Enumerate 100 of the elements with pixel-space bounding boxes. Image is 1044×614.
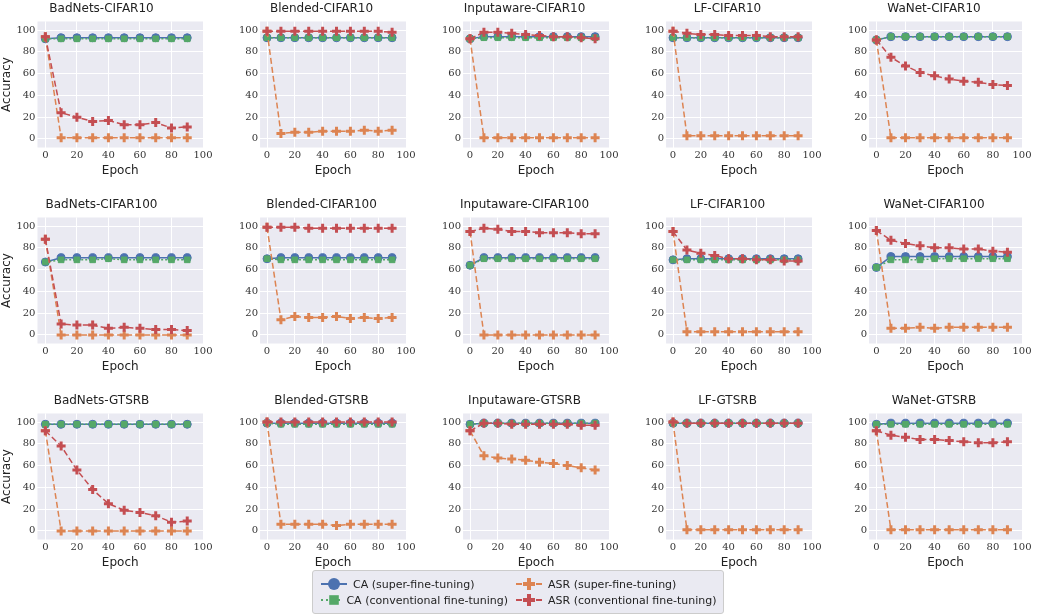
y-tick-label: 40 [22, 480, 36, 492]
y-tick-label: 40 [448, 88, 462, 100]
x-tick-label: 40 [519, 345, 532, 357]
chart-title: Blended-CIFAR10 [269, 1, 374, 16]
y-tick-label: 60 [854, 459, 868, 471]
x-tick-label: 20 [288, 345, 302, 357]
x-tick-label: 80 [574, 345, 588, 357]
y-tick-label: 60 [22, 263, 36, 275]
x-tick-label: 20 [70, 541, 84, 553]
y-tick-label: 100 [441, 219, 462, 231]
x-tick-label: 20 [694, 149, 708, 161]
x-tick-label: 60 [750, 541, 763, 553]
x-tick-label: 20 [491, 541, 505, 553]
y-axis-title: Accuracy [0, 449, 14, 504]
y-tick-label: 100 [16, 23, 36, 35]
x-tick-label: 100 [599, 149, 619, 161]
x-tick-label: 60 [133, 345, 147, 357]
y-tick-label: 40 [245, 480, 259, 492]
y-tick-label: 0 [29, 328, 36, 340]
y-tick-label: 80 [448, 241, 462, 253]
x-tick-label: 0 [466, 345, 474, 357]
y-tick-label: 60 [448, 459, 462, 471]
x-tick-label: 0 [873, 345, 880, 357]
x-tick-label: 0 [873, 149, 880, 161]
x-axis-title: Epoch [720, 554, 758, 569]
y-tick-label: 20 [448, 306, 462, 318]
x-axis-title: Epoch [101, 554, 139, 569]
x-tick-label: 100 [802, 345, 822, 357]
y-tick-label: 100 [644, 415, 665, 427]
chart-title: Inputaware-CIFAR10 [463, 1, 586, 16]
y-tick-label: 80 [448, 45, 462, 57]
x-tick-label: 20 [491, 345, 505, 357]
x-tick-label: 100 [396, 541, 416, 553]
x-tick-label: 80 [165, 149, 178, 161]
x-tick-label: 100 [193, 345, 213, 357]
x-tick-label: 80 [777, 541, 791, 553]
x-tick-label: 60 [344, 345, 357, 357]
x-tick-label: 0 [42, 149, 49, 161]
y-tick-label: 40 [448, 284, 462, 296]
x-tick-label: 80 [986, 345, 1000, 357]
x-tick-label: 80 [777, 149, 791, 161]
y-tick-label: 60 [651, 263, 665, 275]
y-tick-label: 0 [860, 132, 868, 144]
x-tick-label: 60 [750, 345, 763, 357]
y-tick-label: 60 [448, 263, 462, 275]
y-tick-label: 20 [22, 110, 36, 122]
y-tick-label: 40 [854, 88, 868, 100]
y-tick-label: 80 [448, 437, 462, 449]
y-tick-label: 40 [651, 284, 665, 296]
x-tick-label: 100 [802, 541, 822, 553]
y-tick-label: 0 [657, 132, 665, 144]
y-tick-label: 20 [245, 306, 259, 318]
y-tick-label: 60 [22, 459, 36, 471]
y-tick-label: 20 [651, 306, 665, 318]
x-tick-label: 100 [599, 541, 619, 553]
x-tick-label: 40 [102, 149, 115, 161]
x-tick-label: 60 [344, 149, 357, 161]
y-tick-label: 0 [657, 524, 665, 536]
x-tick-label: 20 [70, 345, 84, 357]
x-axis-title: Epoch [314, 358, 352, 373]
y-tick-label: 100 [847, 415, 868, 427]
x-tick-label: 40 [928, 345, 941, 357]
y-tick-label: 60 [854, 67, 868, 79]
legend-label: CA (super-fine-tuning) [353, 577, 475, 591]
x-tick-label: 80 [986, 149, 1000, 161]
chart-title: BadNets-CIFAR10 [49, 1, 154, 16]
x-axis-title: Epoch [927, 162, 964, 177]
y-tick-label: 40 [854, 480, 868, 492]
x-tick-label: 20 [899, 345, 912, 357]
y-tick-label: 0 [251, 132, 259, 144]
x-tick-label: 0 [873, 541, 880, 553]
x-tick-label: 100 [1012, 149, 1032, 161]
x-axis-title: Epoch [101, 358, 139, 373]
y-tick-label: 100 [847, 23, 868, 35]
x-tick-label: 80 [371, 541, 385, 553]
x-tick-label: 40 [102, 541, 115, 553]
x-tick-label: 0 [669, 149, 677, 161]
y-tick-label: 0 [657, 328, 665, 340]
y-tick-label: 80 [651, 45, 665, 57]
x-tick-label: 80 [371, 345, 385, 357]
y-tick-label: 40 [22, 284, 36, 296]
x-tick-label: 100 [599, 345, 619, 357]
x-tick-label: 100 [193, 541, 213, 553]
y-tick-label: 40 [245, 88, 259, 100]
x-tick-label: 40 [928, 541, 941, 553]
y-tick-label: 80 [854, 45, 868, 57]
x-tick-label: 40 [316, 541, 329, 553]
x-tick-label: 80 [165, 345, 178, 357]
x-axis-title: Epoch [927, 358, 964, 373]
y-tick-label: 20 [22, 502, 36, 514]
x-tick-label: 100 [802, 149, 822, 161]
y-tick-label: 0 [860, 524, 868, 536]
x-tick-label: 100 [396, 149, 416, 161]
x-tick-label: 40 [316, 149, 329, 161]
x-tick-label: 60 [547, 345, 560, 357]
x-tick-label: 100 [396, 345, 416, 357]
y-tick-label: 100 [644, 23, 665, 35]
y-tick-label: 80 [651, 241, 665, 253]
x-tick-label: 20 [694, 345, 708, 357]
x-axis-title: Epoch [517, 554, 555, 569]
